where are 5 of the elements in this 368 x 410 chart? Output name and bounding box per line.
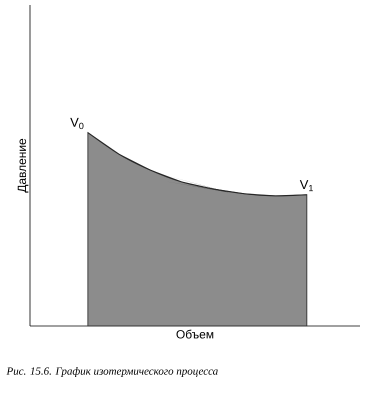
text: Рис. 15.6. График изотермического процесса bbox=[6, 367, 218, 377]
x-axis-title: Объем bbox=[176, 330, 214, 339]
text: V$_{0}$ bbox=[70, 118, 84, 130]
y-axis-title: Давление bbox=[18, 138, 28, 193]
annotation: V$_{1}$ bbox=[300, 180, 313, 192]
